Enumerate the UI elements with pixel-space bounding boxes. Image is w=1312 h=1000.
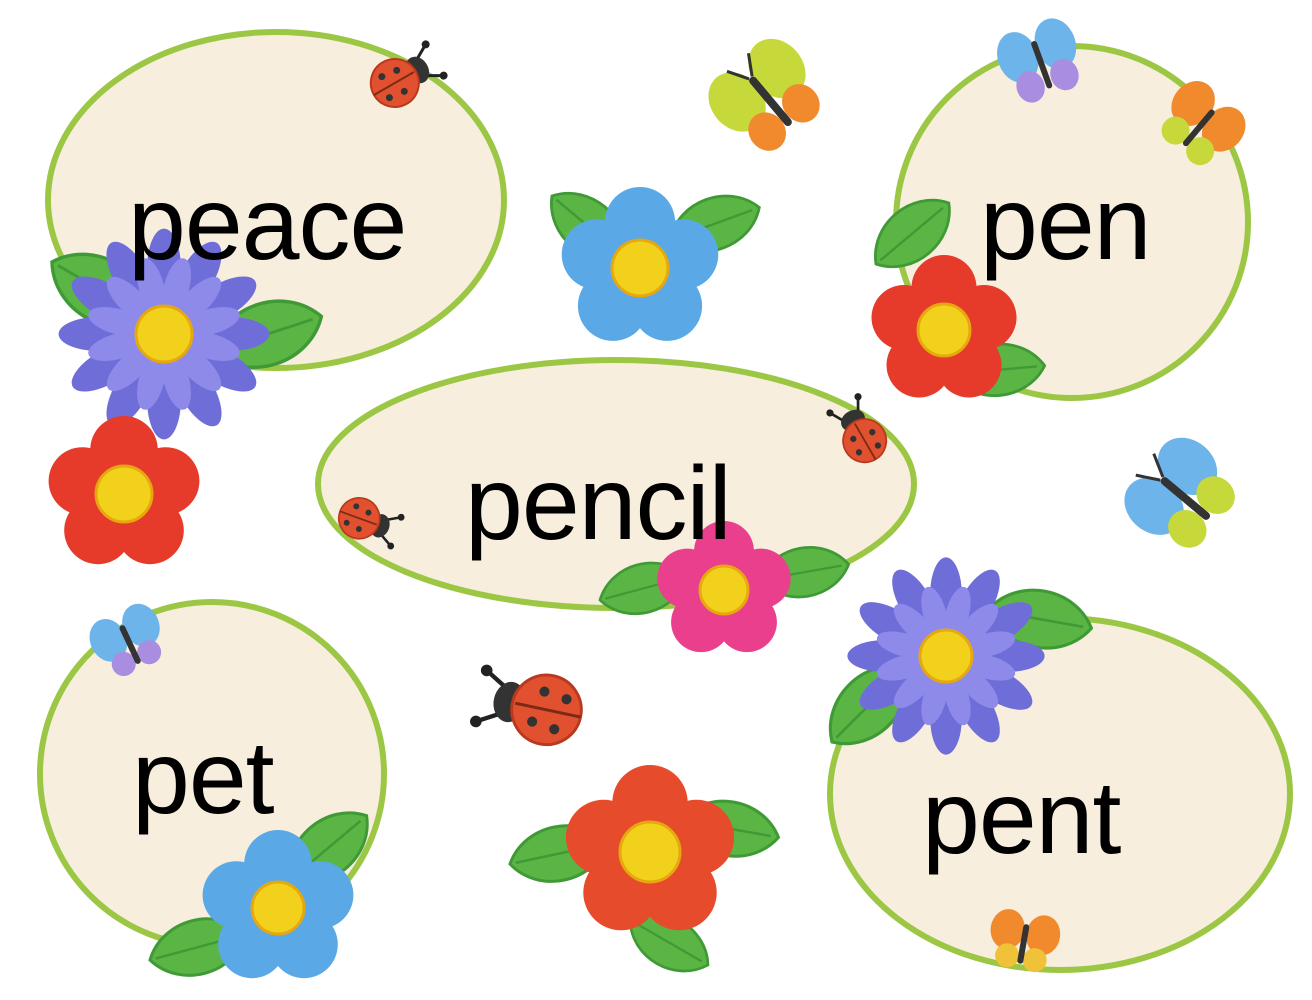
flower-icon [534, 174, 770, 341]
flower-icon [502, 765, 785, 988]
flower-icon [58, 228, 270, 440]
flower-icon [657, 521, 791, 653]
word-pent: pent [922, 760, 1121, 876]
butterfly-icon [990, 909, 1061, 973]
card-peace [34, 29, 507, 440]
word-pencil: pencil [465, 446, 732, 562]
butterfly-icon [1124, 437, 1235, 548]
flower-icon [48, 416, 200, 565]
word-pet: pet [132, 720, 275, 836]
word-peace: peace [128, 166, 407, 282]
card-pen [858, 18, 1251, 401]
butterfly-icon [1161, 81, 1246, 166]
butterfly-icon [996, 18, 1079, 103]
ladybug-icon [468, 661, 587, 751]
card-pencil [315, 357, 917, 653]
card-pet [37, 599, 387, 988]
butterfly-icon [89, 603, 162, 677]
word-pen: pen [980, 166, 1152, 282]
flower-icon [847, 557, 1045, 755]
butterfly-icon [708, 38, 820, 151]
card-pent [810, 557, 1293, 973]
flower-icon [871, 255, 1017, 398]
flower-icon [202, 830, 354, 979]
